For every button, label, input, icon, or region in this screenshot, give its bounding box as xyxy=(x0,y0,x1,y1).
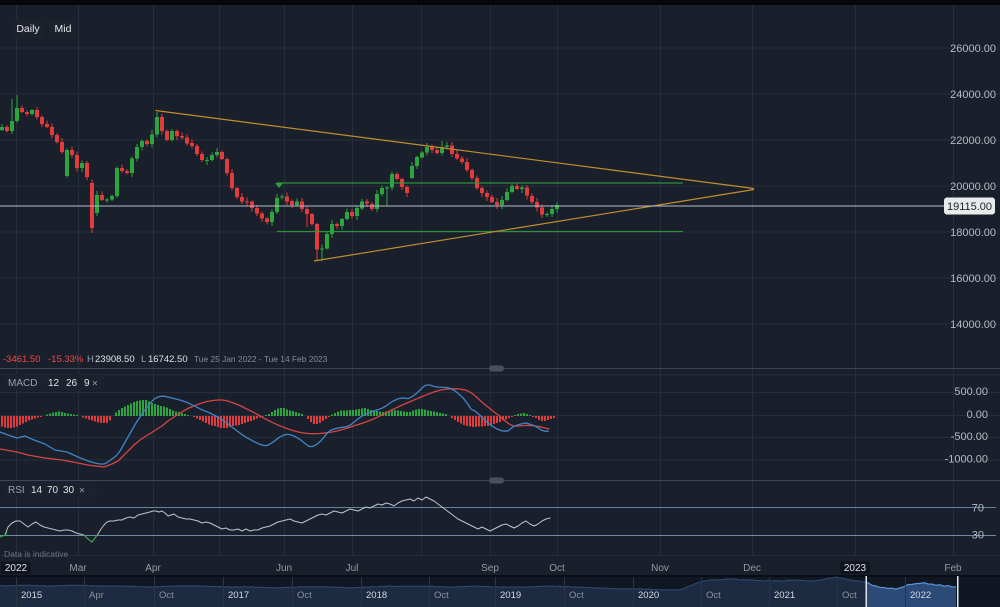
svg-text:20000.00: 20000.00 xyxy=(950,181,996,193)
svg-text:Oct: Oct xyxy=(297,590,312,601)
svg-text:2017: 2017 xyxy=(228,590,249,601)
svg-text:12: 12 xyxy=(48,378,60,389)
svg-text:500.00: 500.00 xyxy=(954,386,988,398)
svg-text:2022: 2022 xyxy=(910,590,931,601)
svg-text:-1000.00: -1000.00 xyxy=(945,454,988,466)
svg-text:26: 26 xyxy=(66,378,78,389)
svg-text:24000.00: 24000.00 xyxy=(950,89,996,101)
svg-text:Oct: Oct xyxy=(842,590,857,601)
svg-text:70: 70 xyxy=(47,485,59,496)
svg-text:Jun: Jun xyxy=(276,563,292,574)
svg-text:-3461.50: -3461.50 xyxy=(3,354,41,365)
svg-text:MACD: MACD xyxy=(8,378,37,389)
svg-text:70: 70 xyxy=(972,503,984,515)
svg-text:0.00: 0.00 xyxy=(967,409,988,421)
svg-text:2023: 2023 xyxy=(844,563,867,574)
svg-text:Mid: Mid xyxy=(55,23,72,35)
svg-text:Mar: Mar xyxy=(69,563,87,574)
svg-text:30: 30 xyxy=(972,530,984,542)
svg-text:9: 9 xyxy=(84,378,90,389)
svg-text:Apr: Apr xyxy=(89,590,104,601)
svg-text:19115.00: 19115.00 xyxy=(947,201,992,213)
svg-text:Oct: Oct xyxy=(159,590,174,601)
svg-text:30: 30 xyxy=(63,485,75,496)
svg-text:×: × xyxy=(92,379,98,390)
svg-text:2018: 2018 xyxy=(366,590,387,601)
svg-text:Oct: Oct xyxy=(434,590,449,601)
svg-text:Nov: Nov xyxy=(651,563,669,574)
svg-text:26000.00: 26000.00 xyxy=(950,43,996,55)
svg-text:L: L xyxy=(141,354,146,365)
svg-text:2021: 2021 xyxy=(774,590,795,601)
svg-text:Apr: Apr xyxy=(145,563,161,574)
svg-text:16742.50: 16742.50 xyxy=(148,354,188,365)
svg-text:2015: 2015 xyxy=(21,590,42,601)
svg-text:Sep: Sep xyxy=(481,563,499,574)
svg-text:H: H xyxy=(87,354,94,365)
svg-text:Oct: Oct xyxy=(706,590,721,601)
svg-text:2022: 2022 xyxy=(5,563,28,574)
svg-text:Data is indicative: Data is indicative xyxy=(4,549,69,559)
svg-text:RSI: RSI xyxy=(8,485,25,496)
svg-text:Daily: Daily xyxy=(16,23,40,35)
svg-text:14: 14 xyxy=(31,485,43,496)
svg-text:2019: 2019 xyxy=(500,590,521,601)
svg-text:14000.00: 14000.00 xyxy=(950,319,996,331)
svg-text:Oct: Oct xyxy=(549,563,565,574)
svg-text:23908.50: 23908.50 xyxy=(95,354,135,365)
svg-text:Feb: Feb xyxy=(944,563,962,574)
svg-text:16000.00: 16000.00 xyxy=(950,273,996,285)
svg-text:2020: 2020 xyxy=(638,590,659,601)
svg-text:-15.33%: -15.33% xyxy=(48,354,84,365)
svg-text:Dec: Dec xyxy=(743,563,761,574)
svg-text:22000.00: 22000.00 xyxy=(950,135,996,147)
svg-text:×: × xyxy=(79,486,85,497)
svg-text:-500.00: -500.00 xyxy=(951,431,988,443)
svg-text:18000.00: 18000.00 xyxy=(950,227,996,239)
svg-text:Oct: Oct xyxy=(569,590,584,601)
svg-text:Jul: Jul xyxy=(346,563,359,574)
svg-text:Tue 25 Jan 2022 - Tue 14 Feb 2: Tue 25 Jan 2022 - Tue 14 Feb 2023 xyxy=(194,354,328,364)
